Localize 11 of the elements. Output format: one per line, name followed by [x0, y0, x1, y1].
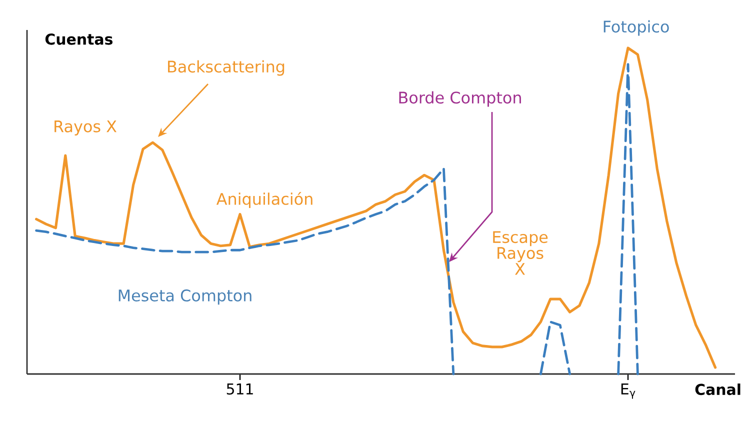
- x-axis-title: Canal: [695, 384, 740, 396]
- text: Fotopico: [604, 20, 669, 36]
- annotation: Escape Rayos X: [493, 231, 548, 275]
- x-tick-label: 511: [226, 384, 253, 395]
- annotation: Backscattering: [168, 60, 284, 76]
- annotation: Aniquilación: [216, 192, 312, 208]
- annotation: Meseta Compton: [118, 289, 252, 305]
- annotation: Borde Compton: [399, 91, 521, 107]
- y-axis-title: Cuentas: [45, 34, 112, 45]
- annotation: Rayos X: [54, 120, 116, 136]
- x-tick-label: E$_{γ}$: [621, 384, 636, 399]
